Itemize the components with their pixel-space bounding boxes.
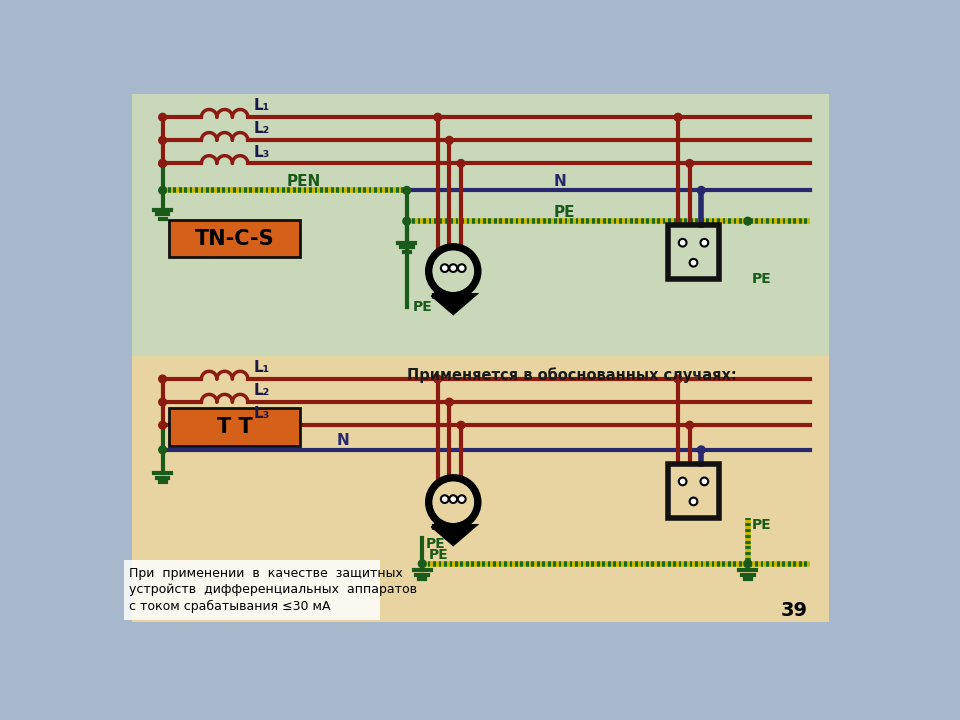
Circle shape: [685, 421, 693, 429]
Circle shape: [689, 259, 697, 266]
Circle shape: [457, 160, 465, 167]
Text: PE: PE: [752, 518, 772, 532]
Circle shape: [674, 113, 682, 121]
Circle shape: [689, 498, 697, 505]
Circle shape: [449, 264, 457, 272]
Circle shape: [403, 186, 411, 194]
Bar: [668, 225, 719, 279]
Text: L₁: L₁: [254, 99, 271, 113]
Bar: [124, 560, 379, 620]
Circle shape: [428, 477, 478, 527]
Circle shape: [449, 495, 457, 503]
Text: PE: PE: [426, 537, 445, 552]
Text: PE: PE: [428, 548, 448, 562]
Circle shape: [158, 113, 166, 121]
Circle shape: [744, 560, 752, 567]
Circle shape: [457, 421, 465, 429]
Text: PE: PE: [413, 300, 433, 314]
Circle shape: [158, 186, 166, 194]
Text: T T: T T: [217, 417, 252, 437]
Circle shape: [434, 375, 442, 383]
Circle shape: [434, 113, 442, 121]
Circle shape: [445, 137, 453, 144]
Bar: [132, 356, 829, 621]
Circle shape: [158, 137, 166, 144]
Circle shape: [458, 264, 466, 272]
Text: N: N: [554, 174, 566, 189]
Text: N: N: [337, 433, 349, 449]
Circle shape: [445, 398, 453, 406]
Circle shape: [674, 375, 682, 383]
Circle shape: [158, 421, 166, 429]
Circle shape: [441, 264, 448, 272]
Text: PE: PE: [752, 271, 772, 286]
Polygon shape: [435, 296, 472, 312]
Polygon shape: [435, 527, 472, 543]
Text: При  применении  в  качестве  защитных: При применении в качестве защитных: [130, 567, 403, 580]
Circle shape: [685, 160, 693, 167]
Circle shape: [432, 251, 474, 292]
Circle shape: [428, 246, 478, 296]
Circle shape: [158, 160, 166, 167]
Circle shape: [158, 446, 166, 454]
Circle shape: [701, 239, 708, 246]
Circle shape: [679, 239, 686, 246]
Circle shape: [441, 495, 448, 503]
Circle shape: [432, 482, 474, 523]
FancyBboxPatch shape: [169, 408, 300, 446]
Text: PE: PE: [554, 204, 575, 220]
Text: с током срабатывания ≤30 мА: с током срабатывания ≤30 мА: [130, 600, 331, 613]
Circle shape: [744, 217, 752, 225]
Text: L₃: L₃: [254, 406, 271, 421]
Text: L₃: L₃: [254, 145, 271, 160]
Text: 39: 39: [780, 601, 807, 620]
Circle shape: [158, 398, 166, 406]
Text: L₁: L₁: [254, 360, 271, 375]
Text: L₂: L₂: [254, 383, 271, 398]
FancyBboxPatch shape: [169, 220, 300, 257]
Circle shape: [158, 160, 166, 167]
Circle shape: [419, 560, 426, 567]
Circle shape: [679, 477, 686, 485]
Bar: [132, 94, 829, 356]
Text: Применяется в обоснованных случаях:: Применяется в обоснованных случаях:: [407, 367, 736, 383]
Text: устройств  дифференциальных  аппаратов: устройств дифференциальных аппаратов: [130, 583, 418, 596]
Circle shape: [701, 477, 708, 485]
Bar: [668, 464, 719, 518]
Text: TN-C-S: TN-C-S: [195, 229, 275, 249]
Text: PEN: PEN: [287, 174, 321, 189]
Circle shape: [697, 186, 706, 194]
Circle shape: [158, 375, 166, 383]
Circle shape: [458, 495, 466, 503]
Circle shape: [403, 217, 411, 225]
Circle shape: [697, 446, 706, 454]
Text: L₂: L₂: [254, 122, 271, 137]
